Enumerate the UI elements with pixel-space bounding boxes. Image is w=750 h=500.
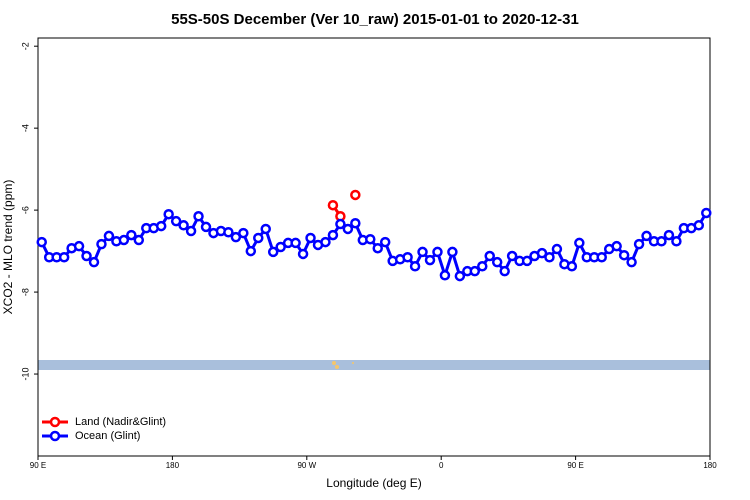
legend-marker	[49, 430, 61, 442]
data-point	[81, 250, 92, 262]
surface-strip	[38, 360, 710, 370]
data-point	[245, 245, 257, 257]
data-point	[170, 215, 182, 227]
chart-title: 55S-50S December (Ver 10_raw) 2015-01-01…	[171, 11, 579, 28]
data-point	[155, 220, 167, 232]
data-point	[230, 231, 242, 243]
x-tick-label: 180	[166, 461, 180, 470]
data-point	[185, 225, 197, 237]
data-point	[305, 232, 316, 244]
plot-frame	[37, 37, 711, 457]
data-point	[96, 238, 107, 250]
data-point	[88, 256, 100, 268]
data-point	[477, 261, 488, 272]
data-point	[641, 230, 652, 242]
data-point	[618, 249, 630, 261]
land-dot	[332, 361, 336, 365]
data-point	[133, 234, 145, 246]
data-point	[372, 242, 383, 254]
data-point	[424, 254, 436, 266]
data-point	[417, 246, 428, 258]
data-point	[551, 243, 563, 255]
data-point	[484, 250, 495, 262]
data-point	[327, 229, 339, 241]
data-point	[402, 251, 413, 263]
data-point	[335, 218, 346, 230]
y-tick-label: -2	[20, 42, 30, 50]
data-point	[223, 226, 234, 238]
data-point	[350, 217, 361, 229]
data-point	[671, 236, 682, 247]
data-point	[163, 208, 174, 220]
data-point	[633, 238, 645, 250]
data-point	[290, 237, 301, 249]
data-point	[200, 221, 212, 233]
data-point	[238, 227, 249, 239]
data-point	[73, 240, 85, 252]
data-point	[126, 229, 137, 241]
x-axis-label: Longitude (deg E)	[326, 476, 421, 490]
y-tick-label: -10	[20, 368, 30, 381]
data-point	[469, 265, 481, 277]
data-point	[320, 236, 331, 248]
data-point	[103, 230, 115, 242]
data-point	[267, 246, 279, 258]
data-point	[58, 251, 70, 263]
data-point	[454, 270, 466, 282]
data-point	[544, 251, 555, 263]
data-point	[193, 211, 204, 222]
data-point	[626, 256, 637, 268]
data-point	[432, 246, 443, 258]
data-point	[656, 236, 667, 247]
data-point	[566, 261, 578, 272]
data-point	[611, 240, 622, 252]
data-point	[693, 220, 705, 231]
data-point	[342, 223, 354, 235]
x-tick-label: 180	[703, 461, 717, 470]
data-point	[36, 236, 47, 248]
data-point	[409, 261, 421, 272]
x-tick-label: 0	[439, 461, 444, 470]
data-point	[574, 237, 585, 249]
legend-label: Ocean (Glint)	[75, 430, 140, 442]
x-tick-label: 90 E	[567, 461, 583, 470]
data-point	[439, 270, 451, 281]
data-point	[253, 232, 264, 244]
data-point	[350, 189, 361, 201]
data-point	[260, 223, 271, 235]
land-dot	[335, 365, 339, 369]
land-dot	[352, 362, 354, 364]
data-point	[297, 248, 309, 260]
data-point	[327, 199, 339, 211]
data-point	[491, 256, 503, 268]
data-point	[118, 234, 130, 246]
data-point	[178, 220, 189, 231]
data-point	[596, 251, 607, 263]
data-point	[663, 229, 675, 241]
data-point	[499, 265, 510, 277]
data-point	[365, 233, 376, 245]
y-tick-label: -6	[20, 206, 30, 214]
data-point	[701, 207, 712, 219]
data-point	[536, 247, 548, 259]
y-tick-label: -8	[20, 288, 30, 296]
y-axis-label: XCO2 - MLO trend (ppm)	[1, 180, 15, 315]
y-tick-label: -4	[20, 124, 30, 132]
data-point	[521, 255, 533, 267]
legend-label: Land (Nadir&Glint)	[75, 416, 166, 428]
data-point	[379, 236, 391, 248]
data-point	[275, 241, 286, 253]
x-tick-label: 90 W	[297, 461, 316, 470]
x-tick-label: 90 E	[30, 461, 46, 470]
data-point	[506, 250, 518, 262]
legend-marker	[49, 416, 61, 428]
data-point	[447, 246, 458, 258]
